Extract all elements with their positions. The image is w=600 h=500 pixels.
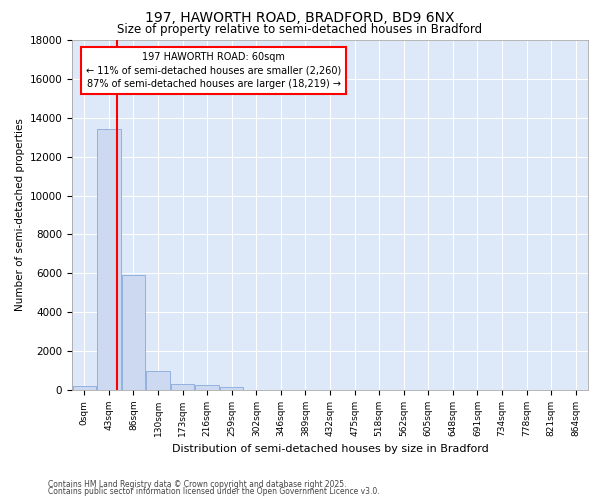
Bar [73,386,96,390]
Bar [146,370,170,390]
Text: Size of property relative to semi-detached houses in Bradford: Size of property relative to semi-detach… [118,22,482,36]
Text: Contains public sector information licensed under the Open Government Licence v3: Contains public sector information licen… [48,487,380,496]
Text: 197, HAWORTH ROAD, BRADFORD, BD9 6NX: 197, HAWORTH ROAD, BRADFORD, BD9 6NX [145,11,455,25]
Bar [196,385,219,390]
Bar [122,276,145,390]
Y-axis label: Number of semi-detached properties: Number of semi-detached properties [16,118,25,312]
Text: 197 HAWORTH ROAD: 60sqm
← 11% of semi-detached houses are smaller (2,260)
87% of: 197 HAWORTH ROAD: 60sqm ← 11% of semi-de… [86,52,341,88]
Text: Contains HM Land Registry data © Crown copyright and database right 2025.: Contains HM Land Registry data © Crown c… [48,480,347,489]
Bar [220,388,244,390]
X-axis label: Distribution of semi-detached houses by size in Bradford: Distribution of semi-detached houses by … [172,444,488,454]
Bar [97,130,121,390]
Bar [171,384,194,390]
